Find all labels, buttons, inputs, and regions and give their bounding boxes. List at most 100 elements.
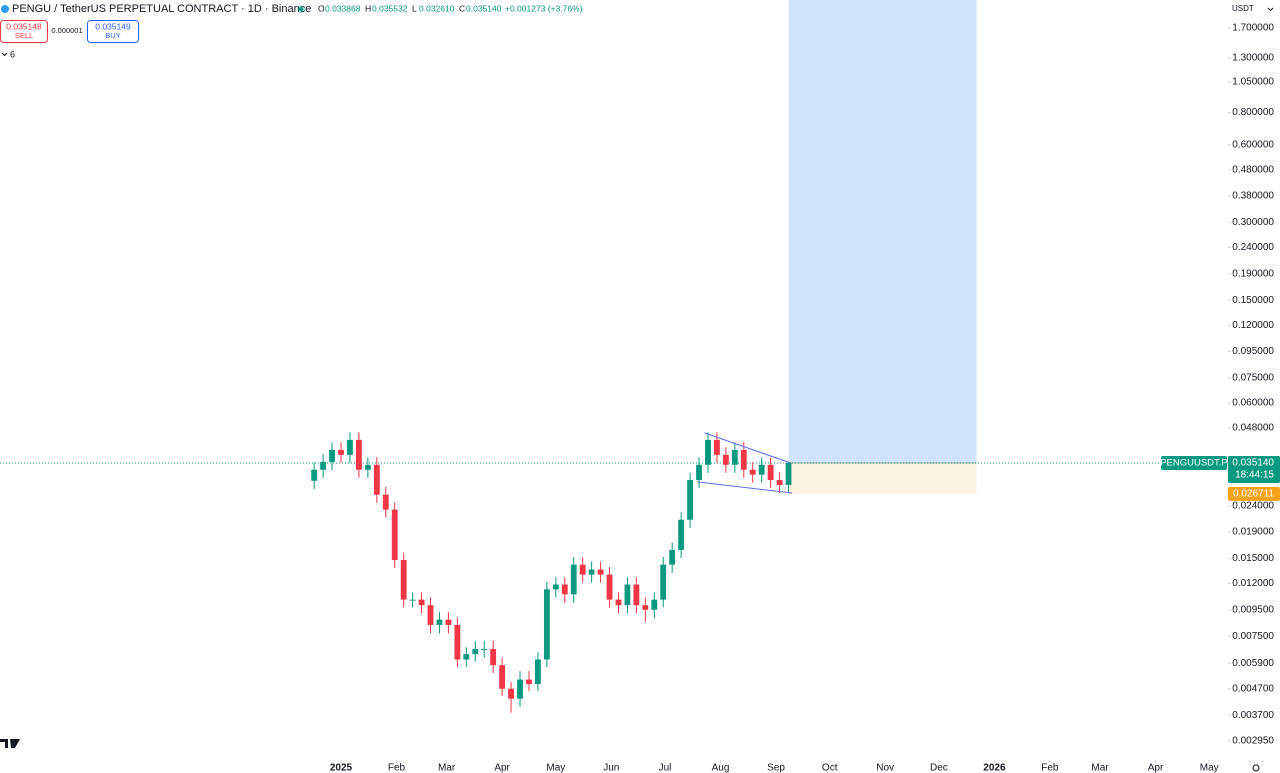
x-tick-label: Feb: [388, 763, 406, 773]
y-tick-label: 0.240000: [1232, 242, 1274, 253]
candle-body: [633, 584, 640, 606]
candle-body: [418, 599, 425, 606]
y-tick-label: 0.005900: [1232, 658, 1274, 669]
y-tick-label: 1.700000: [1232, 23, 1274, 34]
sell-button[interactable]: [0, 20, 48, 43]
candle-body: [615, 599, 622, 606]
symbol-title[interactable]: PENGU / TetherUS PERPETUAL CONTRACT · 1D…: [12, 3, 311, 15]
candle-body: [400, 560, 407, 600]
candle-body: [481, 648, 488, 650]
candle-body: [714, 439, 720, 455]
x-tick-label: Aug: [712, 763, 730, 773]
trendline: [697, 481, 793, 494]
countdown: 18:44:15: [1235, 470, 1274, 481]
symbol-tag-label: PENGUUSDT.P: [1160, 458, 1228, 469]
candle-body: [740, 449, 747, 470]
y-tick-label: 0.002950: [1232, 736, 1274, 747]
ohlc-value: 0.035532: [372, 3, 408, 13]
candle-body: [749, 469, 756, 475]
ohlc-legend: O 0.033868 H 0.035532 L 0.032610 C 0.035140 +0.0…: [318, 3, 583, 13]
y-tick-label: 0.003700: [1232, 710, 1274, 721]
y-tick-label: 0.009500: [1232, 604, 1274, 615]
x-tick-label: Jul: [659, 763, 672, 773]
plot-area: 2025 Feb Mar Apr May Jun Jul Aug Sep Oct Nov Dec 202…: [0, 0, 1228, 773]
settings-icon[interactable]: [1252, 764, 1260, 772]
candle-body: [445, 619, 452, 625]
candle-body: [338, 449, 344, 455]
price-tag: [1228, 486, 1280, 501]
currency-chevron[interactable]: [1267, 7, 1274, 12]
x-tick-label: 2025: [330, 763, 353, 773]
x-tick-label: Oct: [822, 763, 838, 773]
candle-body: [696, 464, 702, 481]
y-tick-label: 0.060000: [1232, 398, 1274, 409]
y-tick-label: 0.048000: [1232, 423, 1274, 434]
candle-body: [526, 679, 532, 685]
candle-body: [722, 454, 729, 465]
sell-price: 0.035148: [6, 21, 42, 31]
candle-body: [436, 619, 443, 625]
candle-body: [364, 464, 371, 470]
candle-body: [705, 439, 711, 465]
candle-body: [552, 584, 559, 590]
y-tick-label: 0.300000: [1232, 217, 1274, 228]
candle-body: [561, 584, 568, 595]
x-tick-label: Mar: [438, 763, 456, 773]
indicators-chevron[interactable]: [1, 52, 8, 57]
candle-body: [651, 599, 658, 610]
currency[interactable]: USDT: [1232, 4, 1254, 13]
last-price-label: 0.035140: [1232, 458, 1274, 469]
y-tick-label: 0.190000: [1232, 268, 1274, 279]
position-target-zone: [788, 0, 977, 464]
position-stop-zone: [788, 463, 977, 494]
candle-body: [776, 480, 783, 485]
candle-body: [517, 679, 523, 699]
x-tick-label: Feb: [1041, 763, 1059, 773]
candle-body: [678, 519, 685, 550]
y-tick-label: 1.300000: [1232, 53, 1274, 64]
x-tick-label: Nov: [876, 763, 894, 773]
candle-body: [642, 605, 649, 610]
ohlc-change: +0.001273 (+3.76%): [505, 3, 583, 13]
sell-label: SELL: [15, 31, 33, 40]
y-tick-label: 0.075000: [1232, 373, 1274, 384]
symbol-logo: [1, 5, 9, 13]
logo: [0, 739, 20, 748]
y-tick-label: 0.007500: [1232, 631, 1274, 642]
buy-button[interactable]: [87, 20, 139, 43]
buy-label: BUY: [105, 31, 120, 40]
candle-body: [427, 605, 434, 625]
candle-body: [687, 480, 693, 520]
candle-body: [669, 549, 676, 565]
status-dot: [299, 7, 303, 11]
candle-body: [373, 464, 380, 495]
ohlc-value: 0.033868: [325, 3, 361, 13]
price-axis-panel: [1228, 0, 1280, 773]
x-tick-label: Mar: [1091, 763, 1109, 773]
y-tick-label: 0.004700: [1232, 683, 1274, 694]
candle-body: [758, 464, 765, 475]
candle-body: [472, 648, 479, 655]
price-tag-label: 0.026711: [1233, 488, 1274, 499]
candle-body: [660, 564, 667, 600]
candle-body: [391, 509, 398, 561]
candle-body: [570, 564, 577, 595]
candle-body: [508, 688, 514, 699]
candle-body: [767, 464, 774, 481]
y-tick-label: 0.600000: [1232, 139, 1274, 150]
candle-body: [490, 648, 497, 666]
indicators-count[interactable]: 6: [10, 49, 15, 59]
candle-body: [543, 589, 550, 660]
candle-body: [606, 574, 613, 600]
candle-body: [731, 449, 738, 465]
last-price-tag: [1228, 456, 1280, 484]
y-tick-label: 1.050000: [1232, 77, 1274, 88]
y-tick-label: 0.150000: [1232, 295, 1274, 306]
x-tick-label: May: [546, 763, 565, 773]
candle-body: [535, 659, 541, 685]
candle-body: [347, 439, 353, 455]
candle-body: [624, 584, 631, 606]
